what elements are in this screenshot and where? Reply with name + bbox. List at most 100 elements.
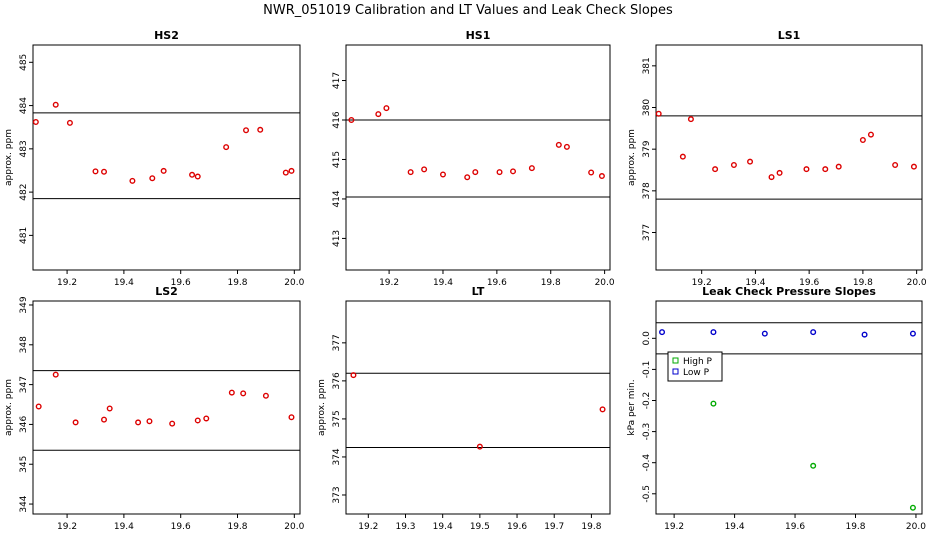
data-point bbox=[348, 116, 355, 123]
data-point bbox=[810, 462, 817, 469]
x-tick-label: 19.2 bbox=[57, 522, 77, 532]
y-tick-label: -0.2 bbox=[642, 392, 652, 410]
data-point bbox=[835, 163, 842, 170]
data-point bbox=[496, 169, 503, 176]
data-point bbox=[730, 161, 737, 168]
data-point bbox=[350, 372, 357, 379]
y-tick-label: 481 bbox=[19, 227, 29, 244]
y-axis-label: approx. ppm bbox=[317, 379, 327, 436]
data-point bbox=[92, 168, 99, 175]
y-tick-label: 485 bbox=[19, 54, 29, 71]
panel-title: Leak Check Pressure Slopes bbox=[702, 285, 876, 298]
x-tick-label: 19.4 bbox=[433, 522, 453, 532]
data-point bbox=[72, 419, 79, 426]
y-tick-label: 374 bbox=[332, 448, 342, 465]
y-tick-label: 415 bbox=[332, 151, 342, 168]
legend-label: Low P bbox=[683, 368, 710, 378]
data-point bbox=[240, 390, 247, 397]
data-point bbox=[747, 158, 754, 165]
x-tick-label: 19.6 bbox=[487, 278, 507, 288]
data-point bbox=[194, 417, 201, 424]
data-point bbox=[106, 405, 113, 412]
legend-label: High P bbox=[683, 357, 713, 367]
x-tick-label: 20.0 bbox=[284, 278, 304, 288]
plot-frame bbox=[32, 300, 301, 515]
chart-panel-hs1: HS1 19.2 19.4 19.6 19.8 20.0 413 414 415 416 417 bbox=[332, 29, 615, 288]
y-tick-label: 346 bbox=[19, 416, 29, 433]
data-point bbox=[262, 392, 269, 399]
data-point bbox=[52, 101, 59, 108]
data-point bbox=[243, 127, 250, 134]
data-point bbox=[375, 111, 382, 118]
y-tick-label: 413 bbox=[332, 230, 342, 247]
x-tick-label: 19.6 bbox=[171, 522, 191, 532]
data-point bbox=[528, 165, 535, 172]
y-axis-label: kPa per min. bbox=[627, 379, 637, 435]
data-point bbox=[129, 177, 136, 184]
chart-panel-ls1: LS1 19.2 19.4 19.6 19.8 20.0 377 378 379 380 381 ap… bbox=[627, 29, 927, 288]
data-point bbox=[761, 330, 768, 337]
x-tick-label: 19.8 bbox=[227, 522, 247, 532]
y-tick-label: 377 bbox=[332, 334, 342, 351]
y-axis-label: approx. ppm bbox=[4, 129, 14, 186]
data-point bbox=[288, 167, 295, 174]
x-tick-label: 19.4 bbox=[745, 278, 765, 288]
chart-panel-ls2: LS2 19.2 19.4 19.6 19.8 20.0 344 345 346 347 348 34… bbox=[4, 285, 305, 532]
x-tick-label: 19.4 bbox=[114, 522, 134, 532]
data-point bbox=[659, 329, 666, 336]
x-tick-label: 20.0 bbox=[906, 522, 926, 532]
x-tick-label: 19.2 bbox=[664, 522, 684, 532]
y-tick-label: 0.0 bbox=[642, 331, 652, 346]
data-point bbox=[892, 161, 899, 168]
data-point bbox=[149, 175, 156, 182]
data-point bbox=[810, 329, 817, 336]
data-point bbox=[687, 116, 694, 123]
y-axis-label: approx. ppm bbox=[627, 129, 637, 186]
y-tick-label: -0.1 bbox=[642, 361, 652, 379]
x-tick-label: 20.0 bbox=[907, 278, 927, 288]
data-point bbox=[160, 167, 167, 174]
x-tick-label: 19.7 bbox=[544, 522, 564, 532]
data-point bbox=[510, 168, 517, 175]
y-tick-label: 377 bbox=[642, 224, 652, 241]
y-tick-label: 375 bbox=[332, 410, 342, 427]
panel-title: HS1 bbox=[466, 29, 491, 42]
data-point bbox=[101, 168, 108, 175]
x-tick-label: 19.8 bbox=[227, 278, 247, 288]
x-tick-label: 19.6 bbox=[799, 278, 819, 288]
data-point bbox=[439, 171, 446, 178]
y-tick-label: -0.4 bbox=[642, 454, 652, 472]
data-point bbox=[135, 419, 142, 426]
x-tick-label: 19.8 bbox=[845, 522, 865, 532]
data-point bbox=[476, 443, 483, 450]
legend-swatch bbox=[672, 368, 679, 375]
data-point bbox=[710, 329, 717, 336]
chart-panel-lt: LT 19.2 19.3 19.4 19.5 19.6 19.7 19.8 373 374 375 3… bbox=[317, 285, 611, 532]
data-point bbox=[32, 119, 39, 126]
y-tick-label: 417 bbox=[332, 72, 342, 89]
data-point bbox=[909, 330, 916, 337]
y-tick-label: -0.5 bbox=[642, 485, 652, 503]
data-point bbox=[563, 143, 570, 150]
y-tick-label: 373 bbox=[332, 486, 342, 503]
x-tick-label: 19.6 bbox=[785, 522, 805, 532]
plot-frame bbox=[345, 300, 611, 515]
panel-title: LT bbox=[472, 285, 485, 298]
data-point bbox=[52, 371, 59, 378]
y-tick-label: 348 bbox=[19, 336, 29, 353]
data-point bbox=[655, 110, 662, 117]
data-point bbox=[712, 166, 719, 173]
data-point bbox=[822, 166, 829, 173]
data-point bbox=[407, 169, 414, 176]
x-tick-label: 19.2 bbox=[57, 278, 77, 288]
data-point bbox=[803, 166, 810, 173]
x-tick-label: 19.8 bbox=[541, 278, 561, 288]
data-point bbox=[599, 406, 606, 413]
x-tick-label: 19.4 bbox=[725, 522, 745, 532]
x-tick-label: 19.8 bbox=[853, 278, 873, 288]
plot-frame bbox=[655, 44, 923, 271]
data-point bbox=[146, 418, 153, 425]
data-point bbox=[101, 416, 108, 423]
y-tick-label: 416 bbox=[332, 111, 342, 128]
